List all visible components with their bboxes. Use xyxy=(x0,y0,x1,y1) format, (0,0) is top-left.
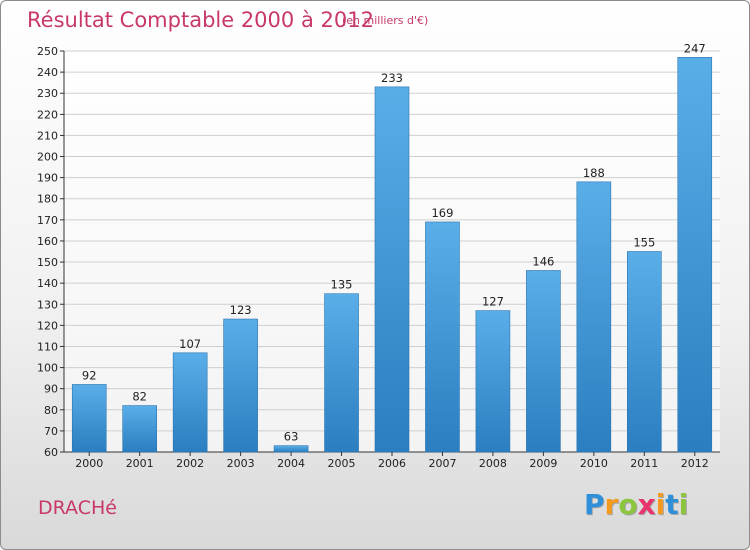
bar xyxy=(223,318,258,453)
data-label: 107 xyxy=(179,337,201,351)
x-tick-label: 2002 xyxy=(176,457,204,470)
y-tick-label: 90 xyxy=(44,383,58,396)
bar xyxy=(324,293,359,453)
data-label: 92 xyxy=(82,368,97,382)
y-tick-label: 80 xyxy=(44,404,58,417)
brand-letter: t xyxy=(665,488,679,521)
x-tick-label: 2010 xyxy=(580,457,608,470)
data-label: 233 xyxy=(381,71,403,85)
data-label: 188 xyxy=(583,166,605,180)
y-tick-label: 200 xyxy=(37,151,58,164)
bar xyxy=(677,57,713,453)
x-tick-label: 2006 xyxy=(378,457,406,470)
bar xyxy=(273,445,309,453)
x-tick-label: 2012 xyxy=(681,457,709,470)
bar xyxy=(475,310,511,453)
y-tick-label: 170 xyxy=(37,214,58,227)
data-label: 169 xyxy=(431,206,453,220)
data-label: 247 xyxy=(684,41,706,55)
y-tick-label: 250 xyxy=(37,45,58,58)
chart-title: Résultat Comptable 2000 à 2012 xyxy=(27,8,374,32)
data-label: 146 xyxy=(532,254,554,268)
y-tick-label: 100 xyxy=(37,362,58,375)
y-tick-label: 70 xyxy=(44,425,58,438)
x-tick-label: 2007 xyxy=(428,457,456,470)
brand-logo[interactable]: Proxiti xyxy=(584,488,688,521)
brand-letter: i xyxy=(655,488,666,521)
x-tick-label: 2011 xyxy=(630,457,658,470)
brand-letter: i xyxy=(678,488,689,521)
y-tick-label: 120 xyxy=(37,319,58,332)
brand-letter: r xyxy=(604,488,619,521)
brand-letter: x xyxy=(637,488,656,521)
data-label: 127 xyxy=(482,295,504,309)
data-label: 135 xyxy=(331,278,353,292)
y-tick-label: 140 xyxy=(37,277,58,290)
y-tick-label: 160 xyxy=(37,235,58,248)
data-label: 63 xyxy=(284,430,299,444)
x-tick-label: 2001 xyxy=(126,457,154,470)
y-tick-label: 230 xyxy=(37,87,58,100)
y-tick-label: 60 xyxy=(44,446,58,459)
x-tick-label: 2008 xyxy=(479,457,507,470)
x-tick-label: 2000 xyxy=(75,457,103,470)
bar xyxy=(425,221,460,453)
brand-letter: o xyxy=(618,488,638,521)
data-label: 82 xyxy=(132,390,147,404)
brand-letter: P xyxy=(584,488,605,521)
bar xyxy=(576,181,612,453)
bar xyxy=(172,352,208,453)
y-tick-label: 220 xyxy=(37,108,58,121)
y-tick-label: 180 xyxy=(37,193,58,206)
x-tick-label: 2005 xyxy=(328,457,356,470)
x-tick-label: 2004 xyxy=(277,457,305,470)
bar xyxy=(374,86,410,453)
y-tick-label: 110 xyxy=(37,340,58,353)
y-tick-label: 210 xyxy=(37,129,58,142)
y-tick-label: 130 xyxy=(37,298,58,311)
bar xyxy=(627,251,662,453)
place-name: DRACHé xyxy=(38,497,117,519)
x-tick-label: 2003 xyxy=(227,457,255,470)
x-tick-label: 2009 xyxy=(529,457,557,470)
data-label: 123 xyxy=(230,303,252,317)
chart-subtitle: (en milliers d'€) xyxy=(342,14,429,27)
bar xyxy=(526,270,561,453)
bar xyxy=(71,384,107,453)
y-tick-label: 240 xyxy=(37,66,58,79)
y-tick-label: 150 xyxy=(37,256,58,269)
y-tick-label: 190 xyxy=(37,172,58,185)
bar xyxy=(122,405,157,453)
data-label: 155 xyxy=(633,236,655,250)
